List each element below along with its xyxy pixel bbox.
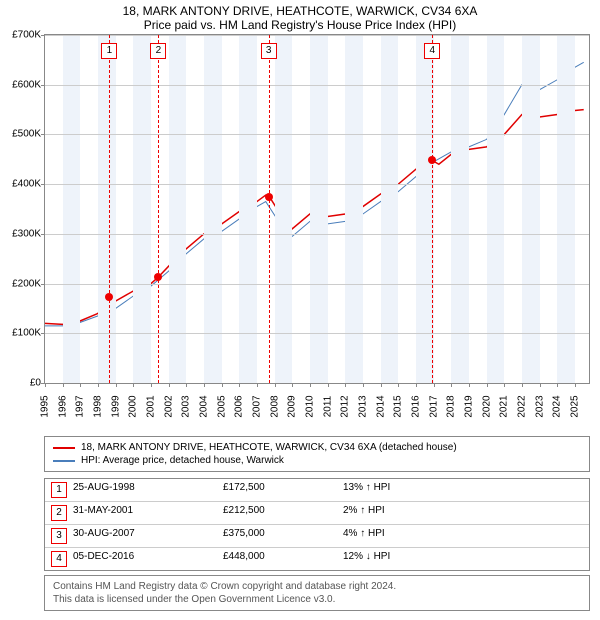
x-axis-label: 2011: [322, 396, 333, 418]
row-date: 05-DEC-2016: [73, 551, 223, 567]
row-price: £212,500: [223, 505, 343, 521]
legend-swatch: [53, 447, 75, 449]
x-axis-label: 1997: [75, 395, 86, 417]
x-axis-label: 2000: [128, 395, 139, 417]
x-axis-label: 1996: [57, 395, 68, 417]
y-axis-label: £0: [30, 378, 41, 389]
x-axis-label: 2018: [446, 395, 457, 417]
table-row: 4 05-DEC-2016£448,00012% ↓ HPI: [45, 547, 589, 570]
legend-label: 18, MARK ANTONY DRIVE, HEATHCOTE, WARWIC…: [81, 442, 457, 453]
x-axis-label: 1999: [110, 395, 121, 417]
x-axis-label: 2020: [481, 395, 492, 417]
x-axis-label: 2008: [269, 395, 280, 417]
x-axis-label: 1998: [92, 395, 103, 417]
row-pct: 2% ↑ HPI: [343, 505, 583, 521]
y-axis-label: £400K: [12, 179, 41, 190]
row-index: 4: [51, 551, 67, 567]
legend-item: HPI: Average price, detached house, Warw…: [53, 454, 581, 467]
line-chart: £0£100K£200K£300K£400K£500K£600K£700K199…: [44, 34, 590, 404]
x-axis-label: 2003: [181, 395, 192, 417]
row-price: £172,500: [223, 482, 343, 498]
table-row: 3 30-AUG-2007£375,0004% ↑ HPI: [45, 524, 589, 547]
footer-line: Contains HM Land Registry data © Crown c…: [53, 580, 581, 593]
footer-line: This data is licensed under the Open Gov…: [53, 593, 581, 606]
row-date: 31-MAY-2001: [73, 505, 223, 521]
x-axis-label: 2006: [234, 395, 245, 417]
x-axis-label: 2002: [163, 395, 174, 417]
x-axis-label: 2025: [569, 395, 580, 417]
chart-title: 18, MARK ANTONY DRIVE, HEATHCOTE, WARWIC…: [0, 0, 600, 18]
chart-subtitle: Price paid vs. HM Land Registry's House …: [0, 18, 600, 34]
x-axis-label: 2016: [410, 395, 421, 417]
x-axis-label: 2005: [216, 395, 227, 417]
row-index: 1: [51, 482, 67, 498]
x-axis-label: 2015: [393, 395, 404, 417]
legend-swatch: [53, 460, 75, 462]
x-axis-label: 2024: [552, 395, 563, 417]
y-axis-label: £100K: [12, 328, 41, 339]
transactions-table: 1 25-AUG-1998£172,50013% ↑ HPI 2 31-MAY-200…: [44, 478, 590, 571]
y-axis-label: £200K: [12, 278, 41, 289]
y-axis-label: £300K: [12, 228, 41, 239]
legend: 18, MARK ANTONY DRIVE, HEATHCOTE, WARWIC…: [44, 436, 590, 472]
x-axis-label: 2023: [534, 395, 545, 417]
marker-label: 1: [101, 43, 117, 59]
x-axis-label: 2017: [428, 395, 439, 417]
x-axis-label: 2019: [463, 395, 474, 417]
x-axis-label: 2009: [287, 395, 298, 417]
row-pct: 4% ↑ HPI: [343, 528, 583, 544]
y-axis-label: £500K: [12, 129, 41, 140]
y-axis-label: £700K: [12, 30, 41, 41]
row-price: £448,000: [223, 551, 343, 567]
marker-label: 3: [261, 43, 277, 59]
x-axis-label: 2004: [198, 395, 209, 417]
row-date: 30-AUG-2007: [73, 528, 223, 544]
row-index: 2: [51, 505, 67, 521]
row-date: 25-AUG-1998: [73, 482, 223, 498]
x-axis-label: 2022: [516, 395, 527, 417]
table-row: 1 25-AUG-1998£172,50013% ↑ HPI: [45, 479, 589, 501]
x-axis-label: 2010: [304, 395, 315, 417]
y-axis-label: £600K: [12, 79, 41, 90]
x-axis-label: 2021: [499, 395, 510, 417]
legend-label: HPI: Average price, detached house, Warw…: [81, 455, 284, 466]
row-index: 3: [51, 528, 67, 544]
x-axis-label: 2001: [145, 395, 156, 417]
x-axis-label: 2007: [251, 395, 262, 417]
x-axis-label: 2013: [357, 395, 368, 417]
x-axis-label: 2014: [375, 395, 386, 417]
marker-label: 2: [150, 43, 166, 59]
legend-item: 18, MARK ANTONY DRIVE, HEATHCOTE, WARWIC…: [53, 441, 581, 454]
row-price: £375,000: [223, 528, 343, 544]
footer-attribution: Contains HM Land Registry data © Crown c…: [44, 575, 590, 611]
table-row: 2 31-MAY-2001£212,5002% ↑ HPI: [45, 501, 589, 524]
x-axis-label: 2012: [340, 395, 351, 417]
row-pct: 12% ↓ HPI: [343, 551, 583, 567]
marker-label: 4: [424, 43, 440, 59]
row-pct: 13% ↑ HPI: [343, 482, 583, 498]
x-axis-label: 1995: [40, 395, 51, 417]
